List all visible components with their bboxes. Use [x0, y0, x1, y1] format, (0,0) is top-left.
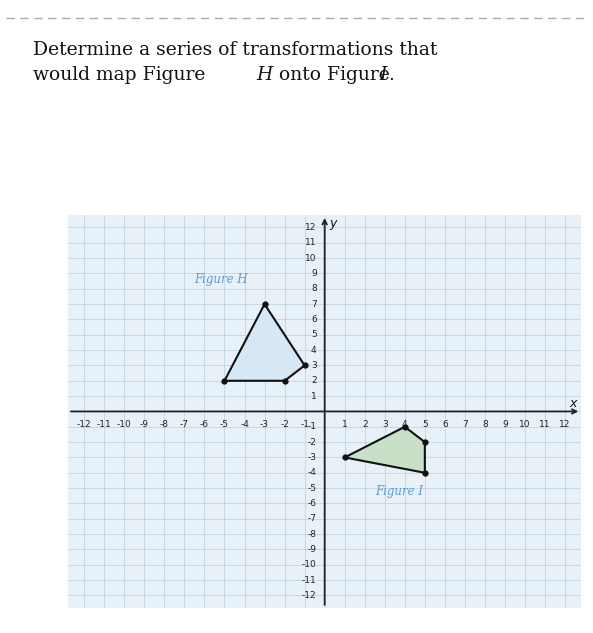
Text: I: I [379, 66, 386, 84]
Text: -8: -8 [160, 420, 169, 429]
Text: -5: -5 [220, 420, 229, 429]
Text: -9: -9 [140, 420, 149, 429]
Text: 7: 7 [462, 420, 468, 429]
Text: -2: -2 [308, 437, 317, 447]
Text: 4: 4 [402, 420, 407, 429]
Text: 9: 9 [502, 420, 508, 429]
Text: -10: -10 [302, 560, 317, 569]
Text: .: . [388, 66, 394, 84]
Text: 8: 8 [311, 284, 317, 293]
Text: -11: -11 [302, 575, 317, 585]
Text: -2: -2 [280, 420, 289, 429]
Text: -7: -7 [180, 420, 189, 429]
Text: -4: -4 [240, 420, 249, 429]
Text: H: H [257, 66, 273, 84]
Text: -5: -5 [308, 484, 317, 492]
Text: 3: 3 [382, 420, 388, 429]
Text: 11: 11 [539, 420, 551, 429]
Text: 1: 1 [311, 392, 317, 401]
Text: 5: 5 [311, 330, 317, 339]
Text: -11: -11 [97, 420, 111, 429]
Text: -1: -1 [300, 420, 309, 429]
Text: onto Figure: onto Figure [273, 66, 396, 84]
Text: $y$: $y$ [329, 218, 339, 232]
Text: 2: 2 [362, 420, 368, 429]
Text: -9: -9 [308, 545, 317, 554]
Text: 1: 1 [342, 420, 347, 429]
Text: 6: 6 [442, 420, 448, 429]
Text: 10: 10 [519, 420, 531, 429]
Text: 11: 11 [305, 238, 317, 248]
Text: 6: 6 [311, 315, 317, 324]
Text: 8: 8 [482, 420, 488, 429]
Text: 7: 7 [311, 299, 317, 309]
Polygon shape [225, 304, 305, 381]
Text: 12: 12 [559, 420, 571, 429]
Text: 4: 4 [311, 346, 317, 354]
Text: -7: -7 [308, 514, 317, 523]
Text: $x$: $x$ [569, 396, 579, 410]
Polygon shape [345, 427, 425, 473]
Text: would map Figure: would map Figure [33, 66, 211, 84]
Text: -1: -1 [308, 422, 317, 431]
Text: -3: -3 [308, 453, 317, 462]
Text: 12: 12 [305, 223, 317, 232]
Text: 10: 10 [305, 254, 317, 263]
Text: -10: -10 [117, 420, 132, 429]
Text: 5: 5 [422, 420, 428, 429]
Text: -6: -6 [200, 420, 209, 429]
Text: Figure I: Figure I [375, 485, 423, 498]
Text: 3: 3 [311, 361, 317, 370]
Text: -6: -6 [308, 499, 317, 508]
Text: -3: -3 [260, 420, 269, 429]
Text: -12: -12 [77, 420, 91, 429]
Text: Figure H: Figure H [195, 273, 248, 285]
Text: 9: 9 [311, 269, 317, 278]
Text: -8: -8 [308, 530, 317, 539]
Text: -4: -4 [308, 468, 317, 477]
Text: Determine a series of transformations that: Determine a series of transformations th… [33, 41, 437, 59]
Text: -12: -12 [302, 591, 317, 600]
Text: 2: 2 [311, 376, 317, 385]
